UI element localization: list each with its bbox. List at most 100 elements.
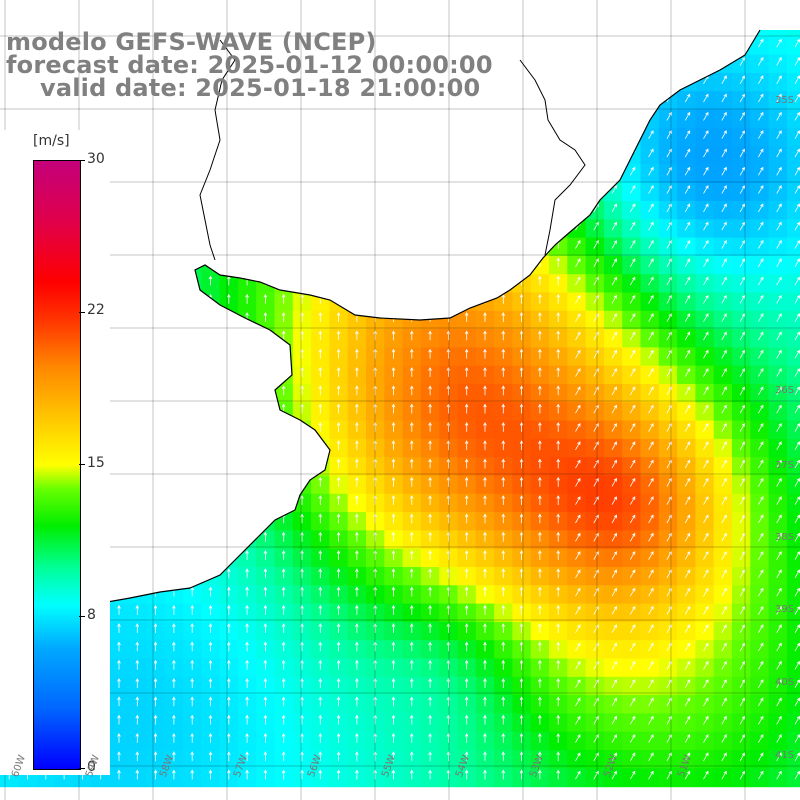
lat-label: 36S (775, 385, 795, 396)
wind-arrow (593, 294, 599, 304)
wind-arrow (684, 258, 691, 267)
wind-arrow (281, 659, 286, 670)
field-cell (677, 109, 696, 129)
field-cell (768, 640, 788, 660)
wind-arrow (684, 734, 691, 743)
wind-arrow (483, 513, 487, 524)
field-cell (640, 658, 660, 678)
wind-arrow (739, 569, 745, 579)
field-cell (732, 695, 751, 714)
field-cell (750, 750, 770, 769)
wind-arrow (226, 678, 231, 688)
field-cell (786, 91, 800, 111)
wind-arrow (336, 367, 341, 377)
field-cell (695, 750, 715, 769)
field-cell (713, 109, 733, 129)
wind-arrow (629, 294, 636, 304)
wind-arrow (721, 624, 727, 633)
field-cell (786, 384, 800, 403)
field-cell (732, 713, 751, 733)
field-cell (622, 402, 642, 422)
wind-arrow (739, 734, 745, 743)
field-cell (603, 475, 623, 495)
wind-arrow (208, 732, 213, 743)
wind-arrow (538, 312, 542, 322)
field-cell (750, 164, 770, 184)
field-cell (750, 420, 770, 440)
wind-arrow (117, 714, 121, 725)
field-cell (677, 768, 696, 788)
field-cell (750, 640, 770, 660)
wind-arrow (172, 604, 176, 615)
field-cell (786, 512, 800, 531)
wind-arrow (519, 568, 524, 579)
wind-arrow (300, 403, 304, 414)
wind-arrow (373, 586, 377, 597)
wind-arrow (245, 714, 249, 725)
wind-arrow (300, 312, 304, 322)
wind-arrow (703, 93, 709, 103)
field-cell (695, 713, 715, 733)
wind-arrow (648, 587, 654, 597)
field-cell (732, 768, 751, 788)
wind-arrow (703, 697, 709, 707)
wind-arrow (391, 348, 396, 359)
field-cell (732, 201, 751, 220)
wind-arrow (593, 642, 599, 652)
field-cell (750, 548, 770, 568)
wind-arrow (501, 696, 506, 707)
wind-arrow (648, 386, 654, 396)
field-cell (768, 713, 788, 733)
wind-arrow (758, 111, 764, 121)
wind-arrow (318, 641, 323, 652)
wind-arrow (245, 293, 249, 304)
field-cell (603, 201, 623, 220)
wind-arrow (648, 185, 654, 194)
wind-arrow (172, 623, 176, 633)
wind-arrow (355, 751, 359, 762)
field-cell (603, 567, 623, 586)
wind-arrow (446, 751, 451, 762)
field-cell (603, 750, 623, 769)
wind-arrow (446, 330, 451, 341)
field-cell (603, 658, 623, 678)
wind-arrow (501, 495, 506, 505)
field-cell (732, 127, 751, 147)
field-cell (786, 36, 800, 56)
wind-arrow (501, 659, 506, 670)
field-cell (622, 731, 642, 751)
wind-arrow (684, 459, 691, 469)
wind-arrow (538, 440, 542, 451)
wind-arrow (629, 551, 636, 560)
wind-arrow (483, 678, 487, 688)
wind-arrow (501, 751, 506, 762)
wind-arrow (355, 550, 359, 560)
wind-arrow (721, 203, 727, 213)
field-cell (768, 365, 788, 385)
field-cell (658, 329, 678, 348)
wind-arrow (593, 404, 599, 414)
field-cell (640, 164, 660, 184)
field-cell (622, 384, 642, 403)
wind-arrow (226, 769, 231, 780)
field-cell (768, 54, 788, 74)
wind-arrow (666, 386, 672, 396)
field-cell (622, 292, 642, 312)
field-cell (713, 768, 733, 788)
field-cell (786, 640, 800, 660)
wind-arrow (776, 239, 782, 249)
wind-arrow (336, 586, 341, 597)
legend-tick-22: 22 (87, 302, 105, 318)
field-cell (640, 530, 660, 550)
wind-arrow (776, 111, 782, 121)
field-cell (713, 219, 733, 239)
wind-arrow (501, 385, 506, 396)
wind-arrow (391, 604, 396, 615)
wind-arrow (446, 385, 451, 396)
field-cell (786, 695, 800, 714)
wind-arrow (336, 604, 341, 615)
wind-arrow (556, 257, 560, 268)
wind-arrow (611, 477, 617, 487)
wind-arrow (226, 732, 231, 743)
wind-arrow (245, 623, 249, 633)
